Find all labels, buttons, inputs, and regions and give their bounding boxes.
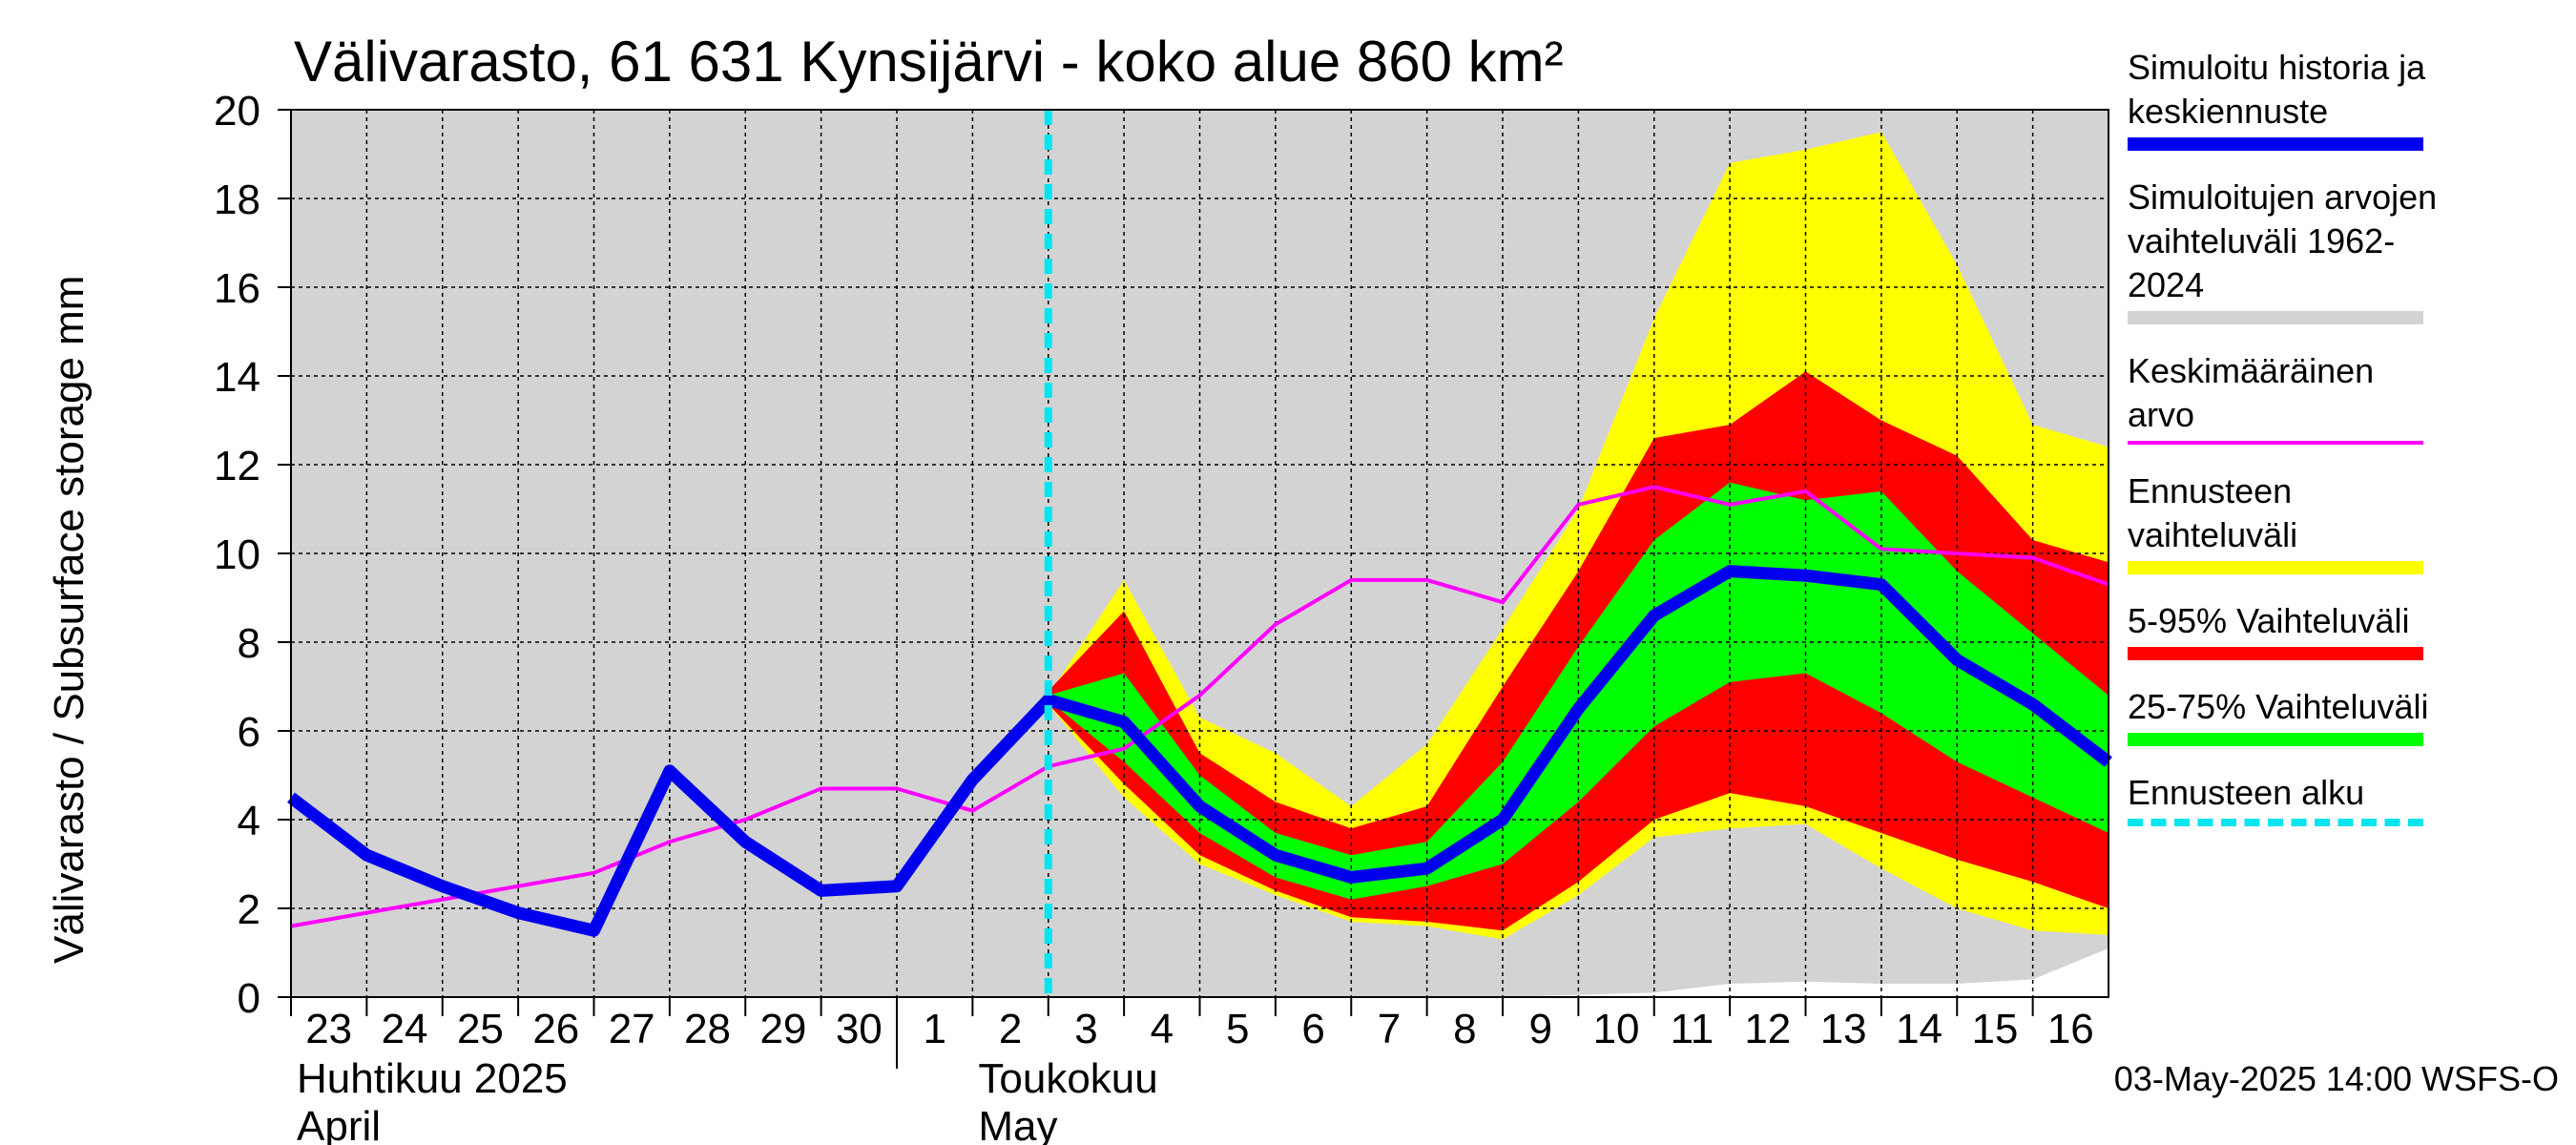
x-tick-label: 6	[1301, 1006, 1324, 1052]
legend-label-forecast-start: Ennusteen alku	[2128, 773, 2365, 812]
legend-item-forecast-start: Ennusteen alku	[2128, 771, 2442, 826]
legend-item-p25-75: 25-75% Vaihteluväli	[2128, 685, 2442, 746]
y-tick-label: 8	[238, 620, 260, 667]
x-tick-label: 25	[457, 1006, 504, 1052]
x-tick-label: 1	[923, 1006, 945, 1052]
x-tick-label: 12	[1744, 1006, 1791, 1052]
legend-item-mean: Keskimääräinen arvo	[2128, 349, 2442, 445]
legend-swatch-forecast-range	[2128, 561, 2423, 574]
y-tick-label: 18	[214, 177, 260, 223]
timestamp-footer: 03-May-2025 14:00 WSFS-O	[2113, 1059, 2559, 1098]
y-tick-label: 14	[214, 354, 260, 401]
legend-label-p5-95: 5-95% Vaihteluväli	[2128, 601, 2410, 640]
x-tick-label: 7	[1378, 1006, 1401, 1052]
legend-swatch-history	[2128, 137, 2423, 151]
month-label-en: April	[297, 1103, 381, 1145]
x-tick-label: 15	[1971, 1006, 2018, 1052]
y-tick-label: 10	[214, 531, 260, 578]
x-tick-label: 26	[532, 1006, 579, 1052]
legend-label-mean: Keskimääräinen arvo	[2128, 351, 2375, 434]
x-tick-label: 14	[1896, 1006, 1942, 1052]
legend-swatch-forecast-start	[2128, 819, 2423, 826]
x-tick-label: 11	[1671, 1006, 1714, 1052]
x-tick-label: 27	[609, 1006, 655, 1052]
x-tick-label: 24	[382, 1006, 428, 1052]
x-tick-label: 16	[2047, 1006, 2094, 1052]
x-tick-label: 23	[305, 1006, 352, 1052]
x-tick-label: 4	[1151, 1006, 1174, 1052]
legend-item-p5-95: 5-95% Vaihteluväli	[2128, 599, 2442, 660]
month-label-en: May	[978, 1103, 1057, 1145]
x-tick-label: 9	[1528, 1006, 1551, 1052]
y-tick-label: 4	[238, 798, 260, 844]
y-tick-label: 6	[238, 709, 260, 756]
y-tick-label: 20	[214, 88, 260, 135]
legend-label-forecast-range: Ennusteen vaihteluväli	[2128, 471, 2298, 554]
month-label: Toukokuu	[978, 1055, 1157, 1102]
y-axis-label: Välivarasto / Subsurface storage mm	[46, 275, 93, 964]
legend-swatch-mean	[2128, 441, 2423, 445]
y-tick-label: 16	[214, 265, 260, 312]
x-tick-label: 30	[836, 1006, 883, 1052]
x-tick-label: 3	[1074, 1006, 1097, 1052]
legend-label-range: Simuloitujen arvojen vaihteluväli 1962-2…	[2128, 177, 2438, 304]
legend-swatch-p25-75	[2128, 733, 2423, 746]
month-label: Huhtikuu 2025	[297, 1055, 568, 1102]
legend-swatch-p5-95	[2128, 647, 2423, 660]
series-line-mean	[290, 485, 2109, 928]
y-tick-label: 2	[238, 886, 260, 933]
legend-label-history: Simuloitu historia ja keskiennuste	[2128, 48, 2426, 131]
y-tick-label: 0	[238, 975, 260, 1022]
x-tick-label: 28	[684, 1006, 731, 1052]
legend-swatch-range	[2128, 311, 2423, 324]
x-tick-label: 13	[1820, 1006, 1867, 1052]
chart-title: Välivarasto, 61 631 Kynsijärvi - koko al…	[294, 30, 1564, 94]
x-tick-label: 29	[759, 1006, 806, 1052]
legend-item-history: Simuloitu historia ja keskiennuste	[2128, 46, 2442, 151]
legend-item-range: Simuloitujen arvojen vaihteluväli 1962-2…	[2128, 176, 2442, 324]
y-tick-label: 12	[214, 443, 260, 489]
x-tick-label: 8	[1453, 1006, 1476, 1052]
legend-item-forecast-range: Ennusteen vaihteluväli	[2128, 469, 2442, 574]
x-tick-label: 5	[1226, 1006, 1249, 1052]
x-tick-label: 10	[1593, 1006, 1640, 1052]
legend: Simuloitu historia ja keskiennuste Simul…	[2128, 46, 2442, 851]
legend-label-p25-75: 25-75% Vaihteluväli	[2128, 687, 2429, 726]
x-tick-label: 2	[999, 1006, 1022, 1052]
series-line-history	[287, 565, 2112, 937]
